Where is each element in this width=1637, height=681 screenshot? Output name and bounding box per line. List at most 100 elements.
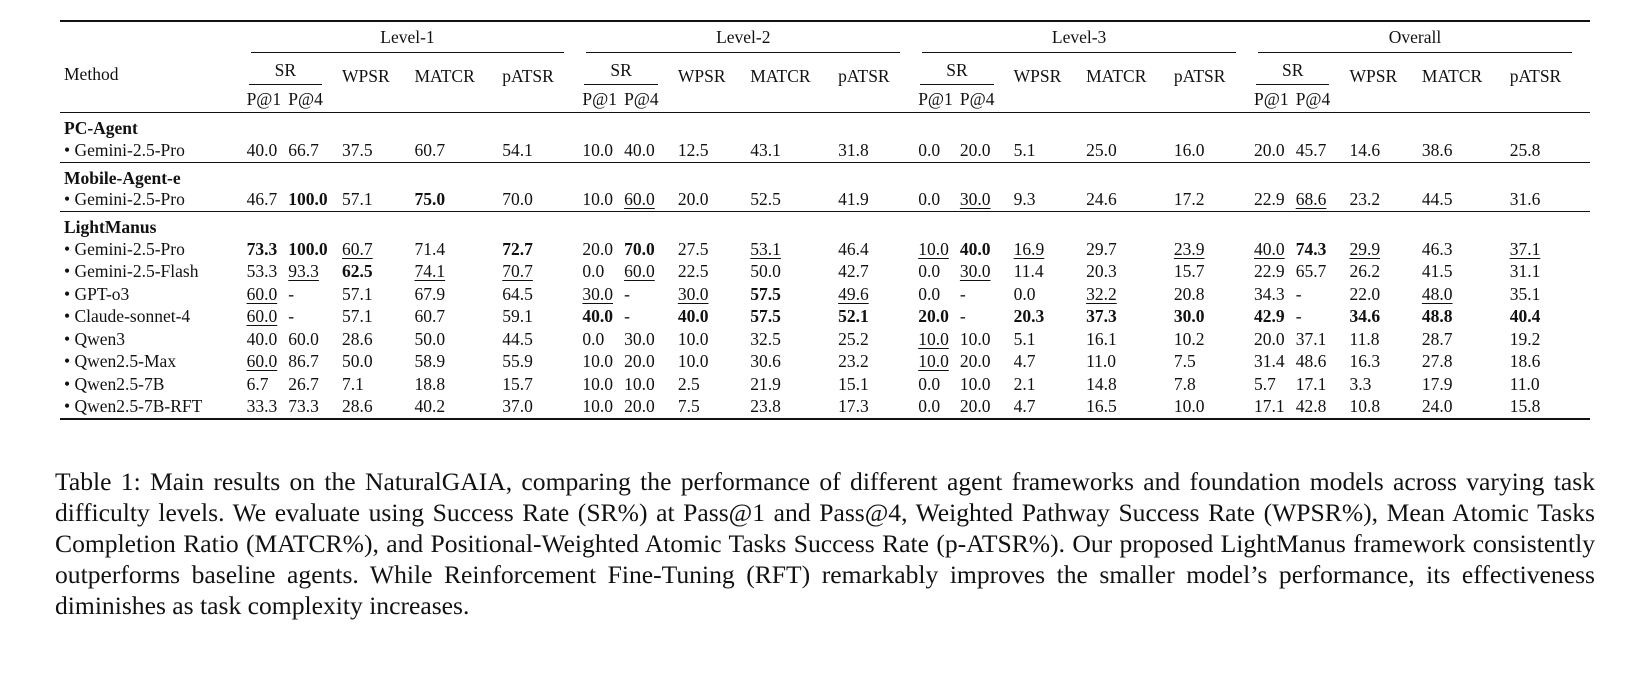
method-cell: • Gemini-2.5-Pro <box>64 189 185 210</box>
sr-header-label: SR <box>1256 60 1330 85</box>
value-cell: 10.8 <box>1349 395 1422 420</box>
value-cell: 10.0 <box>582 373 613 394</box>
value-cell: 0.0 <box>918 261 941 282</box>
value-cell: - <box>288 283 295 304</box>
value-cell: 30.0 <box>959 261 991 282</box>
value-cell: 5.1 <box>1013 139 1036 160</box>
value-cell: 20.0 <box>677 189 709 210</box>
value-cell: 23.2 <box>1349 189 1381 210</box>
value-cell: 42.7 <box>838 261 869 282</box>
metric-header: WPSR <box>677 66 726 86</box>
value-cell: 40.0 <box>246 328 278 349</box>
value-cell: 18.6 <box>1509 351 1541 372</box>
method-cell: • Gemini-2.5-Flash <box>64 261 199 282</box>
value-cell: 28.7 <box>1421 328 1453 349</box>
method-cell: • Gemini-2.5-Pro <box>64 238 185 259</box>
value-cell: 38.6 <box>1421 139 1453 160</box>
value-cell: 25.2 <box>838 328 869 349</box>
value-cell: 17.2 <box>1173 189 1205 210</box>
value-cell: 32.5 <box>750 328 781 349</box>
value-cell: - <box>1295 283 1302 304</box>
header-row-levels: Method Level-1 Level-2 Level-3 Overall <box>60 21 1590 84</box>
value-cell: 49.6 <box>838 283 869 304</box>
method-cell: • Gemini-2.5-Pro <box>64 139 185 160</box>
method-cell: • Qwen2.5-7B <box>64 373 165 394</box>
metric-header: pATSR <box>1173 66 1226 86</box>
value-cell: 23.2 <box>838 351 869 372</box>
table-row: • Qwen3 40.0 60.0 28.6 50.0 44.5 0.0 30.0 10.0 32… <box>60 328 1590 351</box>
value-cell: 22.0 <box>1349 283 1381 304</box>
value-cell: 10.0 <box>959 373 991 394</box>
value-cell: 10.0 <box>582 395 625 420</box>
group-name: PC-Agent <box>60 112 1590 139</box>
value-cell: 31.1 <box>1509 261 1541 282</box>
sr-header-label: SR <box>584 60 658 85</box>
value-cell: 31.8 <box>838 139 869 160</box>
table-row: • GPT-o3 60.0-57.1 67.9 64.5 30.0-30.0 57.5 49… <box>60 283 1590 306</box>
value-cell: 0.0 <box>1013 283 1036 304</box>
value-cell: - <box>288 306 295 327</box>
group-name: LightManus <box>60 211 1590 238</box>
value-cell: 0.0 <box>918 139 941 160</box>
value-cell: 7.1 <box>342 373 364 394</box>
value-cell: 57.5 <box>750 306 781 327</box>
value-cell: 37.1 <box>1509 238 1541 259</box>
pass4-header: P@4 <box>288 88 323 109</box>
value-cell: - <box>1295 306 1302 327</box>
value-cell: 60.7 <box>342 238 373 259</box>
value-cell: 34.3 <box>1254 283 1285 304</box>
value-cell: 54.1 <box>502 139 533 160</box>
value-cell: 40.0 <box>624 139 655 160</box>
value-cell: 6.7 <box>246 373 269 394</box>
value-cell: 46.4 <box>838 238 869 259</box>
value-cell: 15.7 <box>502 373 533 394</box>
value-cell: 17.1 <box>1254 395 1296 420</box>
value-cell: 20.0 <box>959 351 991 372</box>
value-cell: 16.0 <box>1173 139 1205 160</box>
value-cell: 0.0 <box>918 395 960 420</box>
pass1-header: P@1 <box>582 88 617 109</box>
value-cell: 66.7 <box>288 139 319 160</box>
value-cell: 30.0 <box>959 189 991 210</box>
value-cell: 10.0 <box>918 351 949 372</box>
value-cell: 19.2 <box>1509 328 1541 349</box>
value-cell: 9.3 <box>1013 189 1036 210</box>
value-cell: 60.7 <box>414 306 446 327</box>
value-cell: 26.2 <box>1349 261 1381 282</box>
header-row-pass: P@1 P@4 P@1 P@4 P@1 P@4 P@1 P@4 <box>60 86 1590 113</box>
value-cell: 93.3 <box>288 261 319 282</box>
table-row: • Qwen2.5-7B-RFT 33.3 73.3 28.6 40.2 37.0 10.0… <box>60 395 1590 420</box>
level-header-label: Overall <box>1258 27 1572 53</box>
value-cell: 48.6 <box>1295 351 1327 372</box>
value-cell: 62.5 <box>342 261 373 282</box>
value-cell: 32.2 <box>1086 283 1117 304</box>
value-cell: 70.7 <box>502 261 533 282</box>
results-table: Method Level-1 Level-2 Level-3 Overall SR WPSR… <box>60 20 1590 420</box>
group-row: Mobile-Agent-e <box>60 161 1590 189</box>
value-cell: 22.5 <box>677 261 709 282</box>
value-cell: 60.7 <box>414 139 446 160</box>
value-cell: 42.8 <box>1295 395 1350 420</box>
value-cell: 20.0 <box>959 139 991 160</box>
value-cell: 22.9 <box>1254 261 1285 282</box>
value-cell: 41.9 <box>838 189 869 210</box>
value-cell: 60.0 <box>624 189 655 210</box>
value-cell: 40.0 <box>1254 238 1285 259</box>
value-cell: 75.0 <box>414 189 446 210</box>
value-cell: 16.9 <box>1013 238 1045 259</box>
value-cell: 27.8 <box>1421 351 1453 372</box>
table-row: • Gemini-2.5-Flash 53.3 93.3 62.5 74.1 70.7 0.… <box>60 261 1590 284</box>
value-cell: 21.9 <box>750 373 781 394</box>
value-cell: 30.0 <box>1173 306 1205 327</box>
level-header-label: Level-2 <box>586 27 901 53</box>
level-header: Overall <box>1254 21 1590 58</box>
pass1-header: P@1 <box>918 88 953 109</box>
value-cell: 86.7 <box>288 351 319 372</box>
table-row: • Qwen2.5-Max 60.0 86.7 50.0 58.9 55.9 10.0 20.… <box>60 351 1590 374</box>
level-header: Level-1 <box>247 21 583 58</box>
value-cell: 11.0 <box>1509 373 1540 394</box>
level-header-label: Level-3 <box>922 27 1236 53</box>
table-caption: Table 1: Main results on the NaturalGAIA… <box>55 467 1595 620</box>
value-cell: 10.0 <box>677 328 709 349</box>
value-cell: 37.3 <box>1086 306 1117 327</box>
